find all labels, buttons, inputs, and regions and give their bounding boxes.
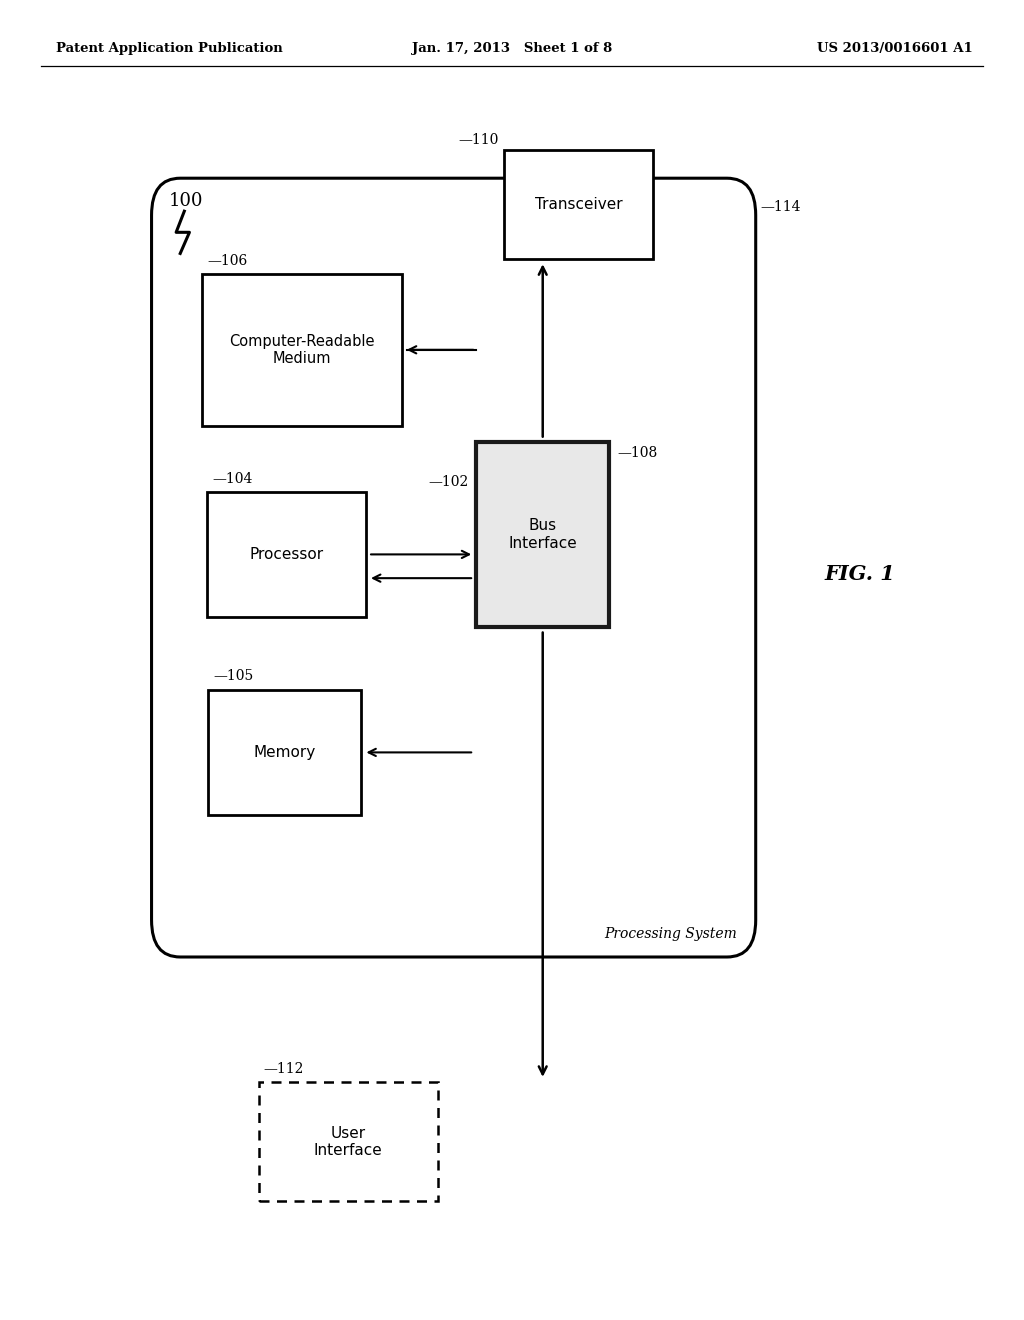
Bar <box>259 1082 438 1201</box>
FancyBboxPatch shape <box>152 178 756 957</box>
Bar <box>202 275 401 425</box>
Text: Transceiver: Transceiver <box>535 197 623 213</box>
Text: Memory: Memory <box>254 744 315 760</box>
Text: Processor: Processor <box>250 546 324 562</box>
Text: —114: —114 <box>761 201 802 214</box>
Text: —104: —104 <box>213 471 253 486</box>
Bar <box>208 689 361 814</box>
Text: —108: —108 <box>617 446 657 459</box>
Bar <box>476 442 609 627</box>
Text: User
Interface: User Interface <box>313 1126 383 1158</box>
Text: —105: —105 <box>213 669 253 684</box>
Text: —112: —112 <box>264 1063 304 1076</box>
Bar <box>504 150 653 259</box>
Text: —102: —102 <box>428 475 468 488</box>
Text: Jan. 17, 2013   Sheet 1 of 8: Jan. 17, 2013 Sheet 1 of 8 <box>412 42 612 55</box>
Text: Patent Application Publication: Patent Application Publication <box>56 42 283 55</box>
Bar <box>207 492 367 618</box>
Text: US 2013/0016601 A1: US 2013/0016601 A1 <box>817 42 973 55</box>
Text: —110: —110 <box>459 133 499 147</box>
Text: —106: —106 <box>207 253 248 268</box>
Text: FIG. 1: FIG. 1 <box>824 564 896 585</box>
Text: Bus
Interface: Bus Interface <box>508 519 578 550</box>
Text: Computer-Readable
Medium: Computer-Readable Medium <box>229 334 375 366</box>
Text: Processing System: Processing System <box>604 927 737 941</box>
Text: 100: 100 <box>169 191 204 210</box>
